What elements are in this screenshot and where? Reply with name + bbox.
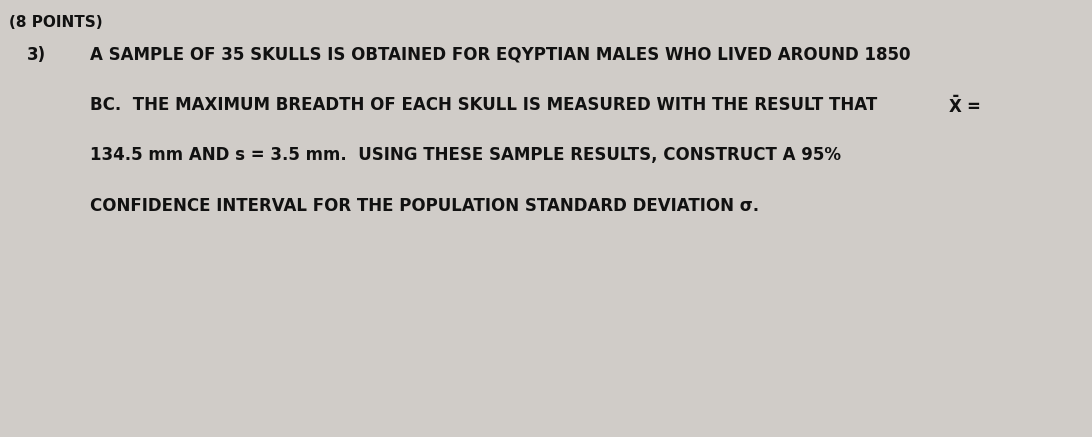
Text: A SAMPLE OF 35 SKULLS IS OBTAINED FOR EQYPTIAN MALES WHO LIVED AROUND 1850: A SAMPLE OF 35 SKULLS IS OBTAINED FOR EQ…: [90, 46, 910, 64]
Text: 134.5 mm AND s = 3.5 mm.  USING THESE SAMPLE RESULTS, CONSTRUCT A 95%: 134.5 mm AND s = 3.5 mm. USING THESE SAM…: [90, 146, 841, 164]
Text: (8 POINTS): (8 POINTS): [9, 15, 103, 30]
Text: CONFIDENCE INTERVAL FOR THE POPULATION STANDARD DEVIATION σ.: CONFIDENCE INTERVAL FOR THE POPULATION S…: [90, 197, 759, 215]
Text: 3): 3): [27, 46, 47, 64]
Text: $\mathbf{\bar{X}}$ =: $\mathbf{\bar{X}}$ =: [948, 96, 981, 118]
Text: BC.  THE MAXIMUM BREADTH OF EACH SKULL IS MEASURED WITH THE RESULT THAT: BC. THE MAXIMUM BREADTH OF EACH SKULL IS…: [90, 96, 882, 114]
